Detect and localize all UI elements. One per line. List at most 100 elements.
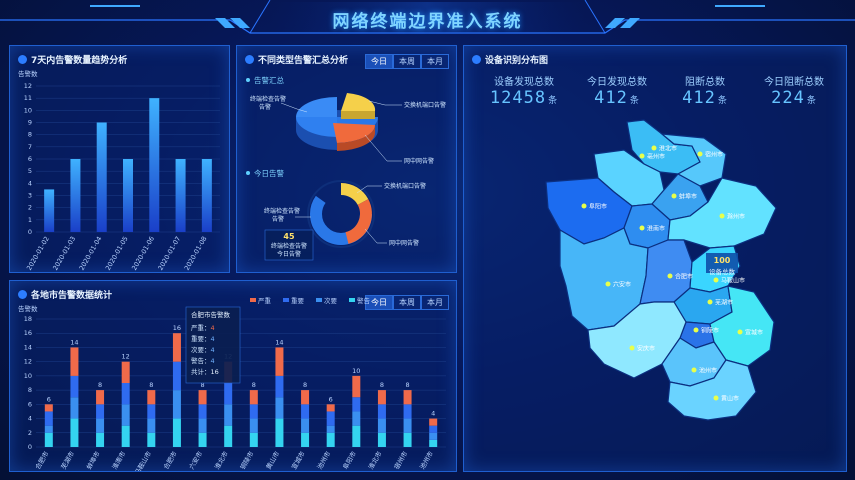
cities-bar-segment[interactable] xyxy=(172,390,181,419)
city-marker[interactable] xyxy=(639,225,645,231)
city-marker[interactable] xyxy=(639,153,645,159)
city-marker[interactable] xyxy=(581,203,587,209)
cities-bar-segment[interactable] xyxy=(352,375,361,398)
cities-bar-segment[interactable] xyxy=(429,439,438,447)
tab-today[interactable]: 今日 xyxy=(365,295,393,310)
cities-bar-segment[interactable] xyxy=(44,425,53,433)
cities-bar-segment[interactable] xyxy=(249,404,258,419)
city-marker[interactable] xyxy=(697,151,703,157)
cities-bar-segment[interactable] xyxy=(403,404,412,419)
city-marker[interactable] xyxy=(691,367,697,373)
cities-bar-segment[interactable] xyxy=(377,418,386,433)
cities-bar-segment[interactable] xyxy=(326,425,335,433)
cities-bar-segment[interactable] xyxy=(352,411,361,426)
cities-bar-segment[interactable] xyxy=(44,404,53,412)
city-marker[interactable] xyxy=(707,299,713,305)
cities-bar-segment[interactable] xyxy=(326,411,335,426)
trend-bar[interactable] xyxy=(149,98,160,232)
cities-bar-segment[interactable] xyxy=(224,404,233,426)
cities-bar-segment[interactable] xyxy=(121,425,130,447)
cities-bar-segment[interactable] xyxy=(249,418,258,433)
cities-bar-segment[interactable] xyxy=(275,418,284,447)
tab-today[interactable]: 今日 xyxy=(365,54,393,69)
trend-bar[interactable] xyxy=(44,189,55,232)
tab-month[interactable]: 本月 xyxy=(421,54,449,69)
cities-bar-segment[interactable] xyxy=(429,432,438,440)
cities-bar-segment[interactable] xyxy=(70,397,79,419)
cities-bar-segment[interactable] xyxy=(96,404,105,419)
cities-bar-segment[interactable] xyxy=(301,418,310,433)
cities-bar-segment[interactable] xyxy=(326,404,335,412)
cities-bar-segment[interactable] xyxy=(377,404,386,419)
cities-bar-segment[interactable] xyxy=(403,390,412,405)
cities-bar-segment[interactable] xyxy=(352,425,361,447)
cities-bar-segment[interactable] xyxy=(147,432,156,447)
cities-bar-segment[interactable] xyxy=(198,432,207,447)
cities-bar-segment[interactable] xyxy=(224,383,233,405)
cities-bar-segment[interactable] xyxy=(224,425,233,447)
cities-bar-segment[interactable] xyxy=(403,432,412,447)
city-marker[interactable] xyxy=(737,329,743,335)
cities-bar-segment[interactable] xyxy=(147,404,156,419)
cities-bar-segment[interactable] xyxy=(147,390,156,405)
cities-bar-segment[interactable] xyxy=(429,425,438,433)
trend-bar[interactable] xyxy=(123,159,133,232)
city-marker[interactable] xyxy=(671,193,677,199)
cities-bar-segment[interactable] xyxy=(249,390,258,405)
cities-bar-segment[interactable] xyxy=(172,333,181,362)
cities-bar-segment[interactable] xyxy=(301,390,310,405)
city-label: 铜陵市 xyxy=(701,327,719,335)
cities-bar-segment[interactable] xyxy=(70,347,79,376)
cities-bar-segment[interactable] xyxy=(275,375,284,398)
cities-bar-segment[interactable] xyxy=(96,390,105,405)
city-marker[interactable] xyxy=(667,273,673,279)
cities-bar-segment[interactable] xyxy=(275,347,284,376)
legend-swatch xyxy=(316,298,322,302)
cities-bar-segment[interactable] xyxy=(198,404,207,419)
cities-bar-segment[interactable] xyxy=(301,404,310,419)
cities-bar-segment[interactable] xyxy=(326,432,335,447)
cities-title: 各地市告警数据统计 xyxy=(18,288,112,301)
cities-bar-segment[interactable] xyxy=(275,397,284,419)
tab-week[interactable]: 本周 xyxy=(393,54,421,69)
legend-swatch xyxy=(250,298,256,302)
cities-bar-segment[interactable] xyxy=(352,397,361,412)
trend-ytick: 2 xyxy=(28,204,32,212)
map-panel: 设备识别分布图 设备发现总数 12458 条 今日发现总数 412 条 阻断总数 4… xyxy=(463,45,847,472)
cities-bar-segment[interactable] xyxy=(121,404,130,426)
city-marker[interactable] xyxy=(719,213,725,219)
cities-bar-segment[interactable] xyxy=(377,390,386,405)
cities-bar-segment[interactable] xyxy=(70,418,79,447)
city-marker[interactable] xyxy=(629,345,635,351)
cities-bar-segment[interactable] xyxy=(198,390,207,405)
cities-bar-segment[interactable] xyxy=(96,432,105,447)
cities-bar-segment[interactable] xyxy=(121,361,130,383)
cities-bar-segment[interactable] xyxy=(172,361,181,391)
cities-bar-segment[interactable] xyxy=(147,418,156,433)
cities-bar-segment[interactable] xyxy=(429,418,438,426)
city-marker[interactable] xyxy=(651,145,657,151)
cities-bar-segment[interactable] xyxy=(121,383,130,405)
tab-week[interactable]: 本周 xyxy=(393,295,421,310)
cities-bar-segment[interactable] xyxy=(198,418,207,433)
cities-bar-segment[interactable] xyxy=(377,432,386,447)
trend-bar[interactable] xyxy=(70,159,81,232)
cities-bar-segment[interactable] xyxy=(172,418,181,447)
cities-bar-segment[interactable] xyxy=(249,432,258,447)
city-marker[interactable] xyxy=(693,327,699,333)
cities-bar-segment[interactable] xyxy=(96,418,105,433)
city-marker[interactable] xyxy=(713,395,719,401)
trend-bar[interactable] xyxy=(96,122,107,233)
tab-month[interactable]: 本月 xyxy=(421,295,449,310)
cities-bar-segment[interactable] xyxy=(403,418,412,433)
trend-bar[interactable] xyxy=(175,159,186,232)
cities-bar-segment[interactable] xyxy=(44,411,53,426)
panel-bullet-icon xyxy=(18,290,27,299)
cities-bar-segment[interactable] xyxy=(301,432,310,447)
city-marker[interactable] xyxy=(605,281,611,287)
trend-ytick: 9 xyxy=(28,119,32,127)
trend-bar[interactable] xyxy=(201,159,212,232)
cities-bar-segment[interactable] xyxy=(70,375,79,398)
city-marker[interactable] xyxy=(713,277,719,283)
cities-bar-segment[interactable] xyxy=(44,432,53,447)
